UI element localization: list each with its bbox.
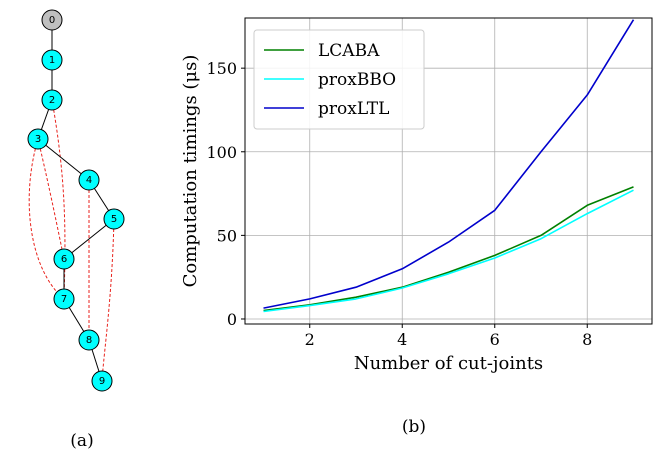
graph-node-label: 2 bbox=[49, 95, 55, 106]
graph-node-label: 5 bbox=[111, 214, 117, 225]
y-tick-label: 0 bbox=[227, 310, 237, 329]
x-axis-label: Number of cut-joints bbox=[354, 353, 543, 374]
timing-chart: 2 4 6 8 0 50 100 150 Number of cut-joints Comp… bbox=[180, 17, 653, 374]
legend-label: LCABA bbox=[318, 41, 380, 61]
graph-node bbox=[53, 288, 75, 310]
x-tick-label: 4 bbox=[397, 330, 407, 349]
graph-node bbox=[53, 248, 75, 270]
dashed-edge bbox=[51, 99, 66, 300]
series-line-lcaba bbox=[263, 186, 634, 312]
caption-b: (b) bbox=[402, 417, 426, 437]
graph-node bbox=[41, 89, 63, 111]
legend-label: proxLTL bbox=[318, 99, 389, 119]
x-tick-label: 8 bbox=[582, 330, 592, 349]
grid-lines bbox=[245, 18, 652, 324]
graph-node-label: 1 bbox=[49, 55, 55, 66]
series-lines bbox=[263, 19, 635, 313]
x-tick-labels: 2 4 6 8 bbox=[305, 324, 592, 349]
caption-a: (a) bbox=[70, 431, 93, 451]
x-tick-label: 2 bbox=[305, 330, 315, 349]
graph-node bbox=[78, 329, 100, 351]
plot-frame bbox=[244, 17, 653, 325]
graph-node bbox=[91, 370, 113, 392]
graph-nodes: 0 1 2 3 4 5 6 7 8 9 bbox=[27, 9, 125, 392]
series-line-proxltl bbox=[263, 19, 635, 309]
graph-node-label: 3 bbox=[35, 134, 41, 145]
graph-node-label: 8 bbox=[86, 335, 92, 346]
graph-node-label: 6 bbox=[61, 254, 67, 265]
dashed-edge bbox=[28, 138, 65, 300]
dashed-edge bbox=[101, 218, 115, 382]
legend-box bbox=[253, 29, 425, 130]
graph-node bbox=[103, 208, 125, 230]
graph-node bbox=[78, 169, 100, 191]
graph-node bbox=[41, 49, 63, 71]
y-tick-label: 150 bbox=[206, 59, 237, 78]
legend-label: proxBBO bbox=[318, 70, 396, 90]
graph-node bbox=[41, 9, 63, 31]
x-tick-label: 6 bbox=[490, 330, 500, 349]
graph-node-label: 4 bbox=[86, 175, 92, 186]
series-line-proxbbo bbox=[263, 189, 634, 313]
graph-node-label: 9 bbox=[99, 376, 105, 387]
legend: LCABA proxBBO proxLTL bbox=[253, 29, 425, 130]
graph-node bbox=[27, 128, 49, 150]
solid-edges bbox=[37, 20, 115, 382]
y-tick-labels: 0 50 100 150 bbox=[206, 59, 245, 329]
y-tick-label: 100 bbox=[206, 143, 237, 162]
joint-graph: 0 1 2 3 4 5 6 7 8 9 bbox=[27, 9, 125, 392]
graph-edge bbox=[37, 138, 90, 181]
y-tick-label: 50 bbox=[217, 226, 237, 245]
graph-node-label: 0 bbox=[49, 15, 55, 26]
y-axis-label: Computation timings (μs) bbox=[180, 55, 201, 288]
graph-node-label: 7 bbox=[61, 294, 67, 305]
graph-edge bbox=[63, 218, 115, 260]
